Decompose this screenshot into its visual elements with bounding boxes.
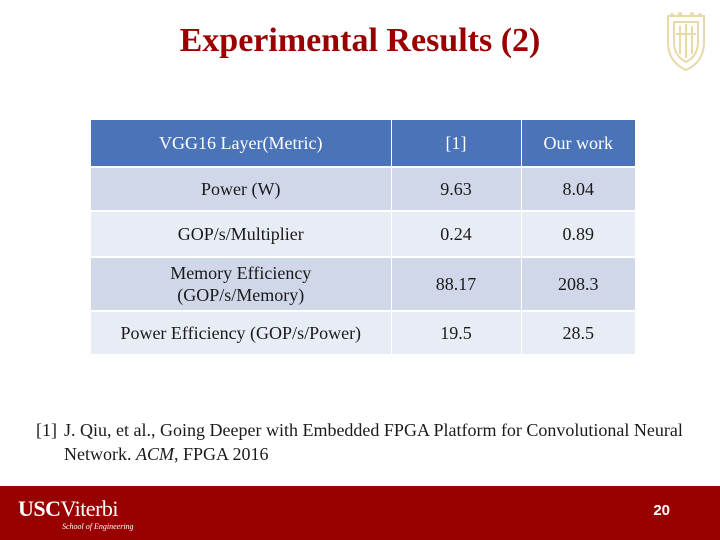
metric-cell: Memory Efficiency (GOP/s/Memory): [91, 257, 392, 312]
ours-cell: 208.3: [521, 257, 635, 312]
page-number: 20: [653, 502, 670, 519]
table-row: Memory Efficiency (GOP/s/Memory) 88.17 2…: [91, 257, 635, 312]
logo-viterbi: Viterbi: [60, 496, 119, 521]
ref1-cell: 88.17: [391, 257, 522, 312]
header-our-work: Our work: [521, 120, 635, 168]
metric-line: Memory Efficiency: [170, 263, 312, 283]
usc-seal-icon: [667, 12, 705, 72]
ours-cell: 28.5: [521, 311, 635, 356]
ours-cell: 8.04: [521, 167, 635, 212]
reference-text: J. Qiu, et al., Going Deeper with Embedd…: [36, 418, 706, 466]
results-table: VGG16 Layer(Metric) [1] Our work Power (…: [91, 120, 635, 356]
metric-cell: GOP/s/Multiplier: [91, 211, 392, 258]
metric-cell: Power Efficiency (GOP/s/Power): [91, 311, 392, 356]
ref1-cell: 0.24: [391, 211, 522, 258]
reference-number: [1]: [36, 420, 57, 440]
metric-line: (GOP/s/Memory): [177, 285, 305, 305]
header-metric: VGG16 Layer(Metric): [91, 120, 392, 168]
header-ref1: [1]: [391, 120, 522, 168]
slide-title: Experimental Results (2): [179, 22, 541, 59]
reference-event: , FPGA 2016: [173, 444, 269, 464]
table-row: Power (W) 9.63 8.04: [91, 167, 635, 212]
table-row: Power Efficiency (GOP/s/Power) 19.5 28.5: [91, 311, 635, 356]
table-row: GOP/s/Multiplier 0.24 0.89: [91, 211, 635, 258]
logo-usc: USC: [18, 496, 61, 521]
reference-note: [1] J. Qiu, et al., Going Deeper with Em…: [36, 418, 706, 466]
footer-bar: USCViterbi School of Engineering 20: [0, 486, 720, 540]
reference-venue: ACM: [135, 444, 174, 464]
reference-citation: J. Qiu, et al., Going Deeper with Embedd…: [64, 420, 683, 464]
logo-school: School of Engineering: [62, 522, 134, 531]
usc-viterbi-logo: USCViterbi: [18, 496, 119, 522]
ours-cell: 0.89: [521, 211, 635, 258]
metric-cell: Power (W): [91, 167, 392, 212]
ref1-cell: 19.5: [391, 311, 522, 356]
table-header-row: VGG16 Layer(Metric) [1] Our work: [91, 120, 635, 168]
ref1-cell: 9.63: [391, 167, 522, 212]
